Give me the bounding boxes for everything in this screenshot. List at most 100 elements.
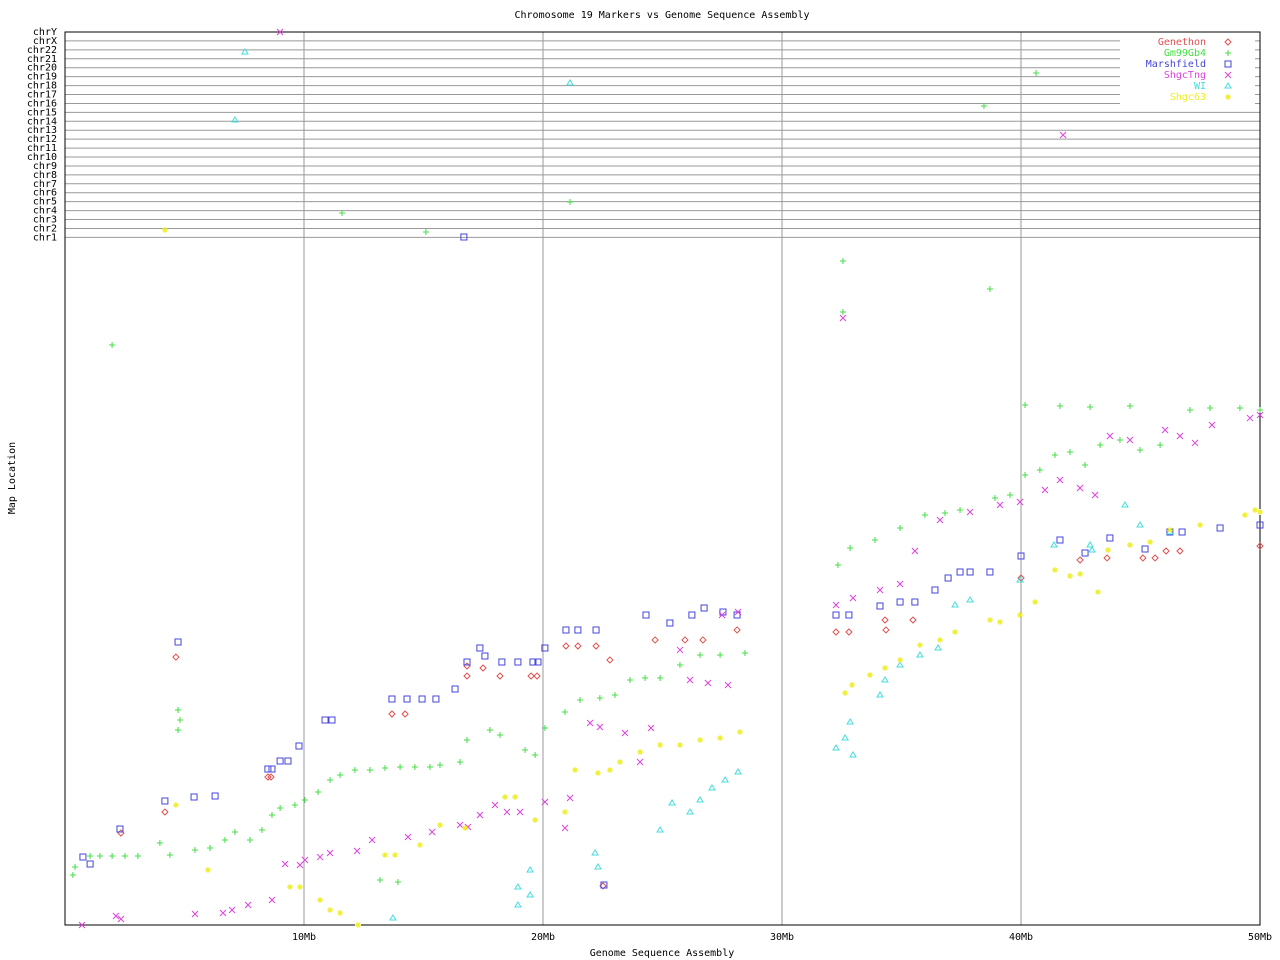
legend-label: Genethon (1158, 37, 1206, 48)
data-point (296, 883, 303, 890)
data-point (657, 674, 664, 681)
y-tick-label: chr10 (27, 152, 57, 163)
data-point (1178, 528, 1186, 536)
x-tick-label: 30Mb (770, 932, 794, 943)
data-point (688, 611, 696, 619)
data-point (268, 896, 276, 904)
data-point (697, 651, 704, 658)
data-point (881, 675, 889, 683)
data-point (328, 716, 336, 724)
data-point (704, 679, 712, 687)
data-point (161, 797, 169, 805)
data-point (741, 649, 748, 656)
data-point (936, 516, 944, 524)
data-point (315, 789, 322, 796)
data-point (109, 852, 116, 859)
data-point (403, 695, 411, 703)
data-point (1066, 448, 1073, 455)
data-point (832, 601, 840, 609)
data-point (246, 836, 253, 843)
data-point (534, 658, 542, 666)
data-point (476, 644, 484, 652)
data-point (432, 695, 440, 703)
y-tick-label: chr5 (33, 197, 57, 208)
data-point (951, 601, 959, 608)
x-tick-label: 20Mb (531, 932, 555, 943)
data-point (845, 628, 853, 636)
data-point (1022, 402, 1029, 409)
data-point (616, 759, 623, 766)
data-point (882, 626, 890, 634)
data-point (696, 796, 704, 803)
data-point (377, 876, 384, 883)
data-point (966, 508, 974, 516)
data-point (849, 751, 857, 758)
chart-title: Chromosome 19 Markers vs Genome Sequence… (514, 10, 809, 21)
data-point (463, 658, 471, 666)
data-point (69, 871, 76, 878)
data-point (1081, 549, 1089, 557)
data-point (1105, 547, 1111, 554)
data-point (1166, 527, 1173, 534)
data-point (721, 776, 730, 783)
data-point (566, 794, 574, 802)
data-point (176, 716, 183, 723)
data-point (871, 537, 878, 544)
y-tick-label: chr3 (33, 215, 57, 226)
data-point (462, 825, 469, 832)
data-point (1077, 570, 1084, 577)
data-point (921, 512, 928, 519)
data-point (366, 766, 373, 773)
y-tick-label: chr18 (27, 81, 57, 92)
data-point (681, 636, 689, 644)
y-tick-label: chr17 (27, 90, 57, 101)
data-point (204, 866, 211, 873)
x-axis-label: Genome Sequence Assembly (590, 948, 735, 959)
y-tick-label: chr7 (33, 179, 57, 190)
data-point (846, 718, 854, 725)
data-point (532, 816, 539, 823)
y-tick-label: chr22 (27, 45, 57, 56)
data-point (642, 611, 650, 619)
x-tick-label: 10Mb (292, 932, 316, 943)
data-point (657, 741, 664, 748)
data-point (1256, 521, 1264, 529)
data-point (1139, 554, 1147, 562)
data-point (533, 672, 541, 680)
data-point (621, 729, 629, 737)
data-point (834, 562, 841, 569)
data-point (244, 901, 252, 909)
data-point (847, 544, 854, 551)
data-point (486, 726, 493, 733)
data-point (656, 826, 664, 833)
data-point (456, 821, 464, 829)
data-point (541, 644, 549, 652)
data-point (606, 656, 614, 664)
y-tick-label: chr19 (27, 72, 57, 83)
data-point (897, 524, 904, 531)
data-point (1162, 547, 1170, 555)
data-point (231, 829, 238, 836)
legend-label: ShgcTng (1164, 70, 1206, 81)
data-point (832, 744, 840, 751)
data-point (436, 821, 443, 828)
data-point (1056, 402, 1063, 409)
data-point (562, 642, 570, 650)
data-point (666, 619, 674, 627)
data-point (561, 709, 568, 716)
data-point (516, 808, 524, 816)
data-point (404, 833, 412, 841)
data-point (174, 638, 182, 646)
data-point (911, 547, 919, 555)
data-point (986, 568, 994, 576)
data-point (541, 798, 549, 806)
data-point (327, 906, 334, 913)
data-point (916, 650, 924, 658)
data-point (219, 909, 227, 917)
data-point (1050, 541, 1058, 548)
data-point (382, 851, 389, 858)
data-point (1033, 69, 1040, 76)
data-point (501, 794, 508, 801)
data-point (909, 616, 917, 624)
